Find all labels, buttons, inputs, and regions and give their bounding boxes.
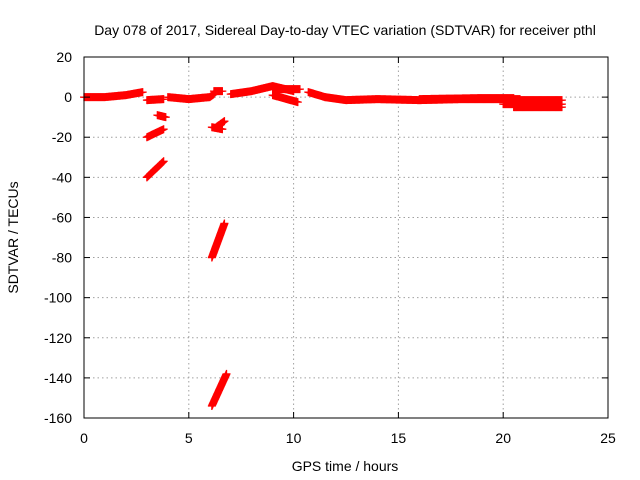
data-point: [159, 95, 168, 104]
data-point: [220, 117, 229, 126]
y-tick-label: 20: [56, 49, 72, 65]
y-tick-label: 0: [64, 89, 72, 105]
y-tick-label: -80: [52, 250, 72, 266]
data-point: [557, 103, 566, 112]
axis-ticks: 0 5 10 15 20 25 20 0 -20 -40 -60 -80 -100 -120 -140 -16…: [44, 49, 616, 446]
y-tick-label: -160: [44, 410, 72, 426]
x-tick-label: 10: [286, 430, 302, 446]
plot-frame: [83, 56, 609, 419]
x-tick-label: 20: [495, 430, 511, 446]
chart-title: Day 078 of 2017, Sidereal Day-to-day VTE…: [94, 22, 596, 38]
data-point: [161, 113, 170, 122]
x-tick-label: 0: [80, 430, 88, 446]
data-point: [557, 96, 566, 105]
data-points: [80, 82, 566, 410]
data-point: [220, 219, 229, 228]
y-tick-label: -40: [52, 169, 72, 185]
x-tick-label: 15: [391, 430, 407, 446]
data-point: [293, 98, 302, 107]
data-point: [138, 88, 147, 97]
data-point: [159, 157, 168, 166]
data-point: [295, 85, 304, 94]
grid-lines: [84, 57, 608, 418]
data-point: [218, 87, 227, 96]
y-tick-label: -120: [44, 330, 72, 346]
y-axis-label: SDTVAR / TECUs: [5, 181, 21, 293]
y-tick-label: -100: [44, 290, 72, 306]
data-point: [159, 125, 168, 134]
y-tick-label: -20: [52, 129, 72, 145]
x-tick-label: 5: [185, 430, 193, 446]
x-axis-label: GPS time / hours: [292, 458, 399, 474]
data-point: [222, 369, 231, 378]
x-tick-label: 25: [600, 430, 616, 446]
y-tick-label: -60: [52, 209, 72, 225]
y-tick-label: -140: [44, 370, 72, 386]
